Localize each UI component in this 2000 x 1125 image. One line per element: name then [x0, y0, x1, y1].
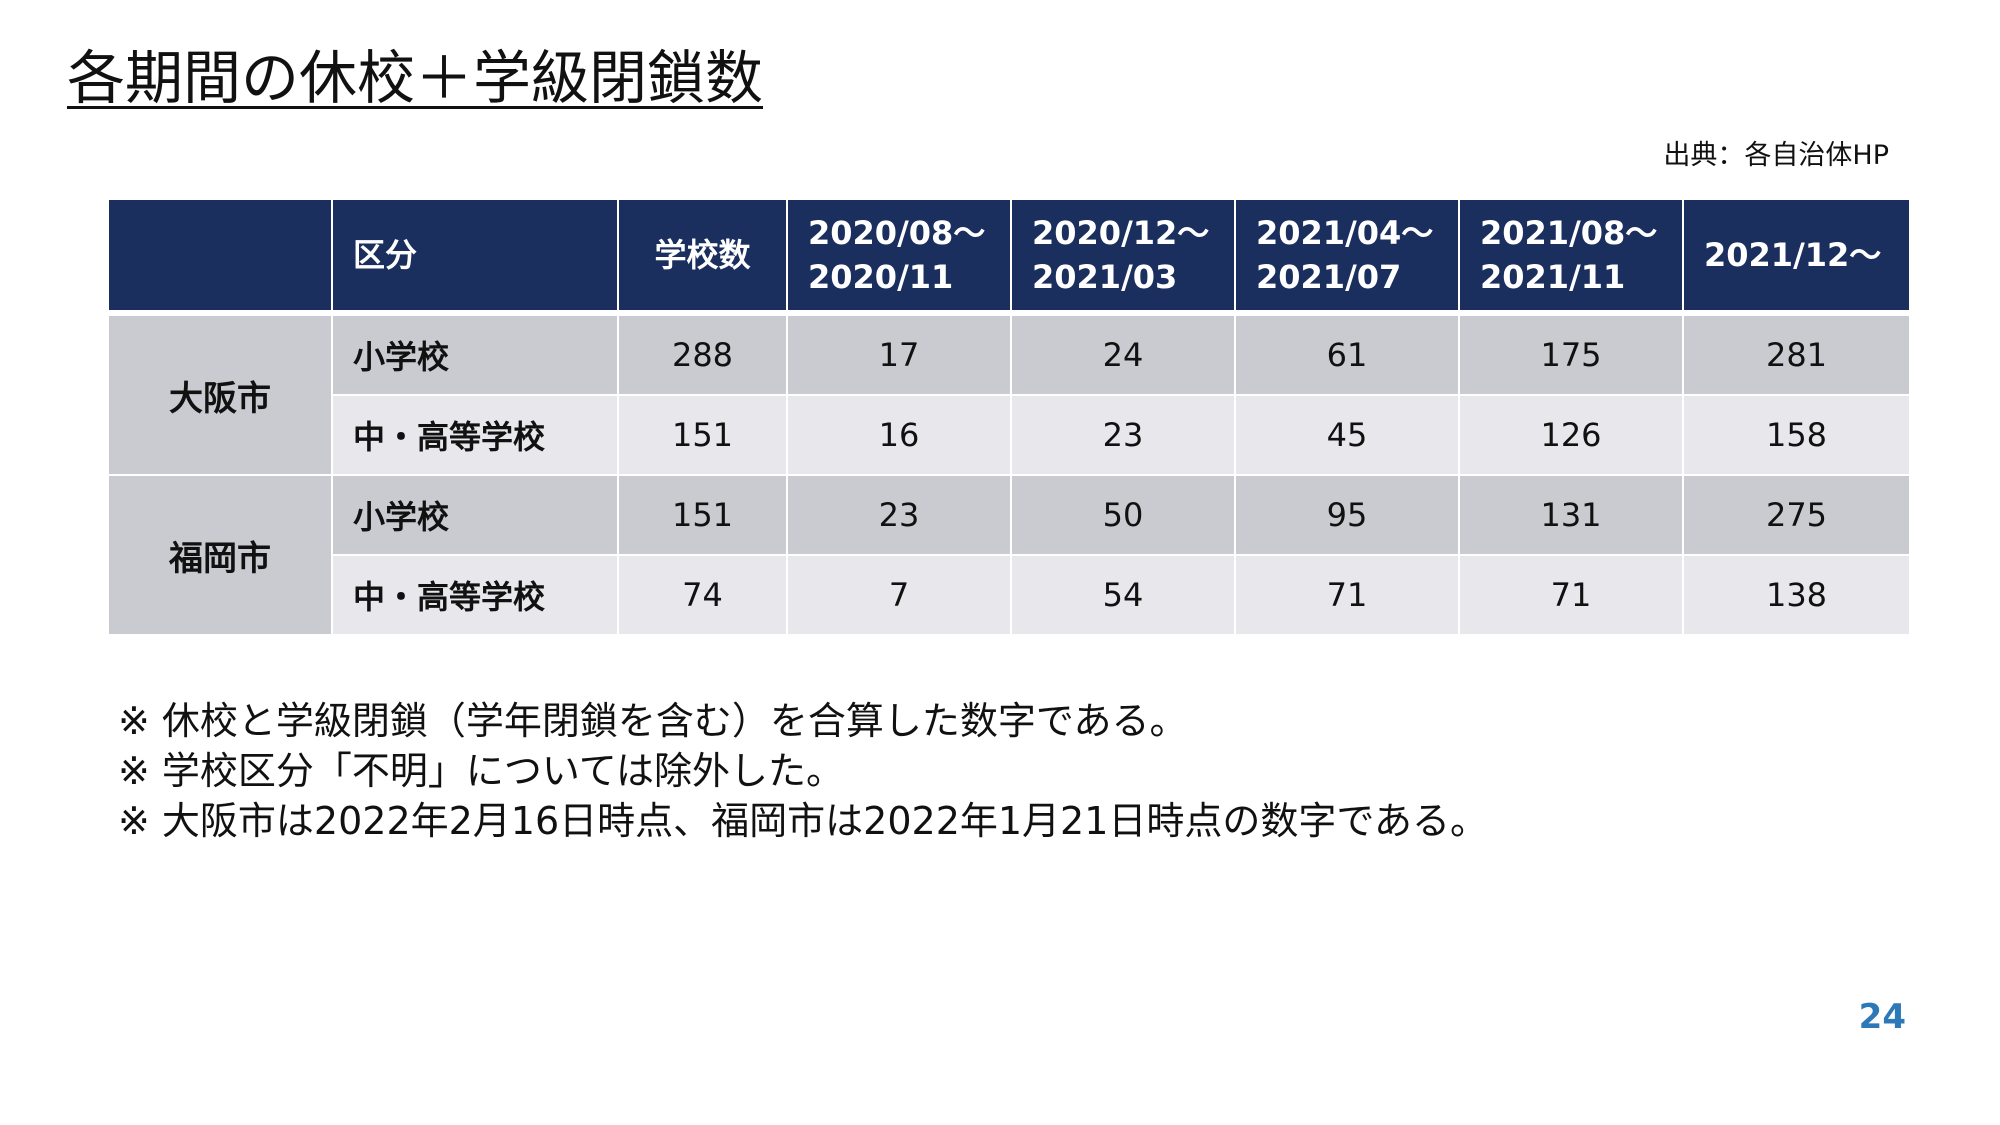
header-period-2-line2: 2021/03 — [1032, 258, 1178, 296]
header-period-1-line1: 2020/08～ — [808, 214, 986, 252]
header-period-3-line1: 2021/04～ — [1256, 214, 1434, 252]
footnotes: ※ 休校と学級閉鎖（学年閉鎖を含む）を合算した数字である。 ※ 学校区分「不明」… — [118, 696, 1488, 846]
category-cell: 中・高等学校 — [331, 554, 619, 636]
value-cell: 281 — [1682, 312, 1911, 396]
source-note: 出典：各自治体HP — [1663, 140, 1889, 171]
closure-table: 区分 学校数 2020/08～ 2020/11 2020/12～ 2021/03… — [107, 198, 1911, 636]
value-cell: 7 — [786, 554, 1012, 636]
table-header-row: 区分 学校数 2020/08～ 2020/11 2020/12～ 2021/03… — [107, 198, 1911, 316]
header-period-4-line1: 2021/08～ — [1480, 214, 1658, 252]
city-osaka: 大阪市 — [107, 312, 333, 476]
school-count-cell: 151 — [617, 474, 788, 556]
value-cell: 61 — [1234, 312, 1460, 396]
school-count-cell: 151 — [617, 394, 788, 476]
header-period-5-line1: 2021/12～ — [1704, 236, 1882, 274]
value-cell: 45 — [1234, 394, 1460, 476]
header-period-4: 2021/08～ 2021/11 — [1458, 198, 1684, 316]
header-period-3: 2021/04～ 2021/07 — [1234, 198, 1460, 316]
value-cell: 16 — [786, 394, 1012, 476]
header-period-2-line1: 2020/12～ — [1032, 214, 1210, 252]
value-cell: 50 — [1010, 474, 1236, 556]
table-row: 大阪市 小学校 288 17 24 61 175 281 — [107, 312, 1911, 476]
header-category: 区分 — [331, 198, 619, 316]
table-row: 中・高等学校 74 7 54 71 71 138 — [108, 554, 1911, 636]
page-number: 24 — [1858, 997, 1906, 1037]
school-count-cell: 74 — [617, 554, 788, 636]
value-cell: 23 — [1010, 394, 1236, 476]
category-cell: 小学校 — [331, 312, 619, 396]
table-row: 福岡市 小学校 151 23 50 95 131 275 — [107, 474, 1911, 636]
value-cell: 23 — [786, 474, 1012, 556]
value-cell: 17 — [786, 312, 1012, 396]
value-cell: 275 — [1682, 474, 1911, 556]
value-cell: 95 — [1234, 474, 1460, 556]
footnote: ※ 休校と学級閉鎖（学年閉鎖を含む）を合算した数字である。 — [118, 699, 1188, 743]
school-count-cell: 288 — [617, 312, 788, 396]
header-period-4-line2: 2021/11 — [1480, 258, 1626, 296]
table-row: 中・高等学校 151 16 23 45 126 158 — [108, 394, 1911, 476]
header-period-2: 2020/12～ 2021/03 — [1010, 198, 1236, 316]
value-cell: 71 — [1234, 554, 1460, 636]
header-period-1-line2: 2020/11 — [808, 258, 954, 296]
page-title: 各期間の休校＋学級閉鎖数 — [67, 44, 764, 112]
value-cell: 126 — [1458, 394, 1684, 476]
city-fukuoka: 福岡市 — [107, 474, 333, 636]
header-period-1: 2020/08～ 2020/11 — [786, 198, 1012, 316]
header-school-count: 学校数 — [617, 198, 788, 316]
footnote: ※ 大阪市は2022年2月16日時点、福岡市は2022年1月21日時点の数字であ… — [118, 799, 1489, 843]
header-blank-cell — [107, 198, 333, 316]
header-period-5: 2021/12～ — [1682, 198, 1911, 316]
value-cell: 131 — [1458, 474, 1684, 556]
category-cell: 小学校 — [331, 474, 619, 556]
footnote: ※ 学校区分「不明」については除外した。 — [118, 749, 845, 793]
value-cell: 71 — [1458, 554, 1684, 636]
value-cell: 138 — [1682, 554, 1911, 636]
header-period-3-line2: 2021/07 — [1256, 258, 1402, 296]
category-cell: 中・高等学校 — [331, 394, 619, 476]
value-cell: 54 — [1010, 554, 1236, 636]
value-cell: 158 — [1682, 394, 1911, 476]
value-cell: 24 — [1010, 312, 1236, 396]
value-cell: 175 — [1458, 312, 1684, 396]
